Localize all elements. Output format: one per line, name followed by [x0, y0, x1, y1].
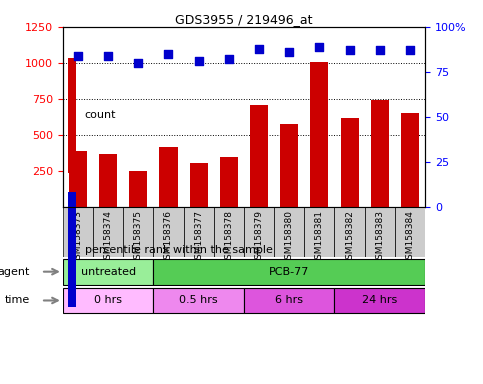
- Bar: [395, 207, 425, 257]
- Point: [346, 47, 354, 53]
- Bar: [184, 207, 213, 257]
- Bar: [244, 288, 334, 313]
- Text: time: time: [5, 295, 30, 306]
- Text: GSM158376: GSM158376: [164, 210, 173, 265]
- Bar: [69, 151, 87, 207]
- Bar: [244, 207, 274, 257]
- Bar: [159, 147, 178, 207]
- Text: GSM158384: GSM158384: [405, 210, 414, 265]
- Point: [285, 49, 293, 55]
- Text: 24 hrs: 24 hrs: [362, 295, 398, 306]
- Point: [406, 47, 414, 53]
- Title: GDS3955 / 219496_at: GDS3955 / 219496_at: [175, 13, 313, 26]
- Bar: [189, 162, 208, 207]
- Point: [104, 53, 112, 59]
- Bar: [334, 207, 365, 257]
- Bar: [63, 207, 93, 257]
- Bar: [274, 207, 304, 257]
- Bar: [250, 105, 268, 207]
- Bar: [154, 207, 184, 257]
- Bar: [365, 207, 395, 257]
- Point: [195, 58, 202, 64]
- Bar: [154, 259, 425, 285]
- Bar: [213, 207, 244, 257]
- Point: [315, 44, 323, 50]
- Text: GSM158378: GSM158378: [224, 210, 233, 265]
- Bar: [63, 259, 154, 285]
- Bar: [129, 171, 147, 207]
- Text: GSM158380: GSM158380: [284, 210, 294, 265]
- Point: [255, 45, 263, 51]
- Text: untreated: untreated: [81, 266, 136, 277]
- Text: GSM158383: GSM158383: [375, 210, 384, 265]
- Text: GSM158377: GSM158377: [194, 210, 203, 265]
- Bar: [341, 118, 358, 207]
- Text: percentile rank within the sample: percentile rank within the sample: [85, 245, 272, 255]
- Text: 6 hrs: 6 hrs: [275, 295, 303, 306]
- Bar: [311, 61, 328, 207]
- Text: 0 hrs: 0 hrs: [94, 295, 122, 306]
- Point: [225, 56, 233, 63]
- Bar: [220, 157, 238, 207]
- Text: GSM158374: GSM158374: [103, 210, 113, 265]
- Bar: [68, 58, 76, 173]
- Point: [74, 53, 82, 59]
- Point: [376, 47, 384, 53]
- Bar: [154, 288, 244, 313]
- Bar: [401, 113, 419, 207]
- Bar: [334, 288, 425, 313]
- Text: PCB-77: PCB-77: [269, 266, 310, 277]
- Bar: [99, 154, 117, 207]
- Bar: [280, 124, 298, 207]
- Text: GSM158375: GSM158375: [134, 210, 143, 265]
- Bar: [123, 207, 154, 257]
- Bar: [63, 288, 154, 313]
- Text: GSM158379: GSM158379: [255, 210, 264, 265]
- Bar: [93, 207, 123, 257]
- Text: count: count: [85, 110, 116, 120]
- Text: GSM158373: GSM158373: [73, 210, 83, 265]
- Bar: [304, 207, 334, 257]
- Bar: [68, 192, 76, 307]
- Point: [165, 51, 172, 57]
- Point: [134, 60, 142, 66]
- Text: 0.5 hrs: 0.5 hrs: [179, 295, 218, 306]
- Text: GSM158381: GSM158381: [315, 210, 324, 265]
- Bar: [371, 100, 389, 207]
- Text: GSM158382: GSM158382: [345, 210, 354, 265]
- Text: agent: agent: [0, 266, 30, 277]
